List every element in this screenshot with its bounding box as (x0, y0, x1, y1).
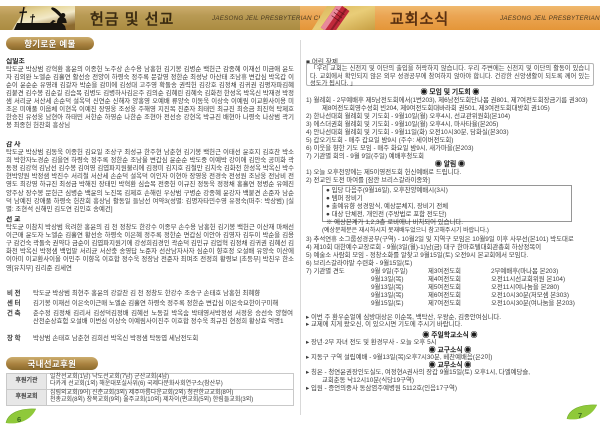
svg-text:7: 7 (578, 411, 582, 420)
svg-text:6: 6 (17, 415, 21, 424)
